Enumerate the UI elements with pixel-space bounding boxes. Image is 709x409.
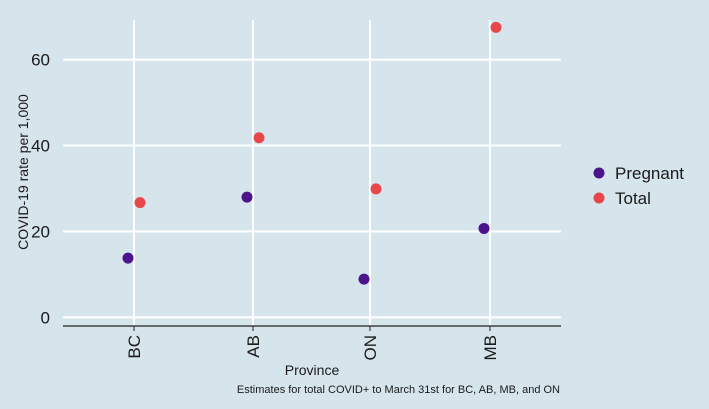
x-tick-label: BC xyxy=(125,335,144,359)
legend-label: Total xyxy=(615,189,651,208)
point-total-mb xyxy=(490,21,502,33)
x-axis-title: Province xyxy=(285,362,340,378)
y-tick-label: 40 xyxy=(31,137,50,156)
legend: Pregnant Total xyxy=(593,164,684,208)
y-tick-label: 60 xyxy=(31,51,50,70)
legend-label: Pregnant xyxy=(615,164,684,183)
axes: 0 20 40 60 BC AB ON MB xyxy=(31,51,561,361)
y-tick-label: 20 xyxy=(31,222,50,241)
chart-caption: Estimates for total COVID+ to March 31st… xyxy=(237,384,560,396)
x-tick-label: AB xyxy=(244,335,263,358)
legend-marker xyxy=(593,167,605,179)
x-tick-label: MB xyxy=(481,335,500,361)
data-points xyxy=(122,21,502,285)
point-total-ab xyxy=(253,132,265,144)
point-pregnant-bc xyxy=(122,252,134,264)
x-tick-label: ON xyxy=(361,335,380,361)
point-pregnant-ab xyxy=(241,191,253,203)
grid xyxy=(63,20,561,326)
legend-marker xyxy=(593,192,605,204)
y-tick-label: 0 xyxy=(41,308,50,327)
point-total-on xyxy=(370,183,382,195)
point-total-bc xyxy=(134,197,146,209)
y-axis-title: COVID-19 rate per 1,000 xyxy=(15,94,31,250)
point-pregnant-on xyxy=(358,273,370,285)
point-pregnant-mb xyxy=(478,222,490,234)
